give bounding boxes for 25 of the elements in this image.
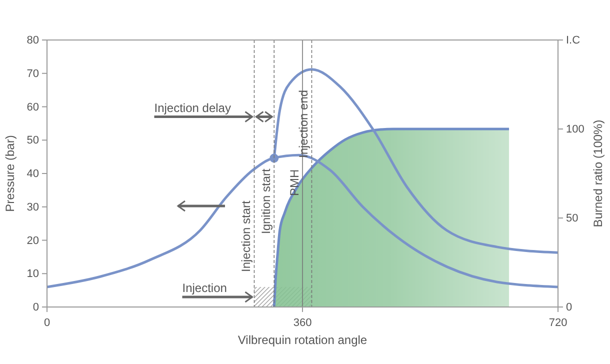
- band-label: Injection: [182, 281, 227, 295]
- y-axis-title: Pressure (bar): [3, 135, 17, 212]
- y2-tick-label: 100: [566, 124, 584, 136]
- y2-tick-label: 0: [566, 302, 572, 314]
- x-axis-title: Vilbrequin rotation angle: [238, 333, 368, 347]
- ref-line-label: Injection start: [239, 200, 254, 272]
- annotation: Injection delay: [154, 100, 231, 115]
- ref-line-label: Injection end: [296, 90, 311, 158]
- y-tick-label: 60: [26, 101, 39, 114]
- y-tick-label: 20: [26, 234, 39, 247]
- y2-axis-title: Burned ratio (100%): [591, 120, 605, 228]
- y2-tick-label: I.C: [566, 34, 580, 47]
- y-tick-label: 50: [26, 134, 39, 147]
- y-tick-label: 40: [26, 168, 39, 180]
- y2-tick-label: 50: [566, 212, 578, 225]
- ref-line-label: Ignition start: [259, 168, 274, 234]
- x-tick-label: 360: [293, 316, 312, 329]
- y-tick-label: 0: [32, 302, 39, 314]
- x-tick-label: 0: [44, 316, 50, 329]
- x-tick-label: 720: [548, 316, 568, 329]
- y-tick-label: 30: [26, 201, 39, 214]
- y-tick-label: 10: [26, 268, 39, 280]
- y-tick-label: 80: [26, 34, 39, 47]
- y-tick-label: 70: [26, 68, 39, 80]
- ref-line-label: PMH: [288, 169, 302, 196]
